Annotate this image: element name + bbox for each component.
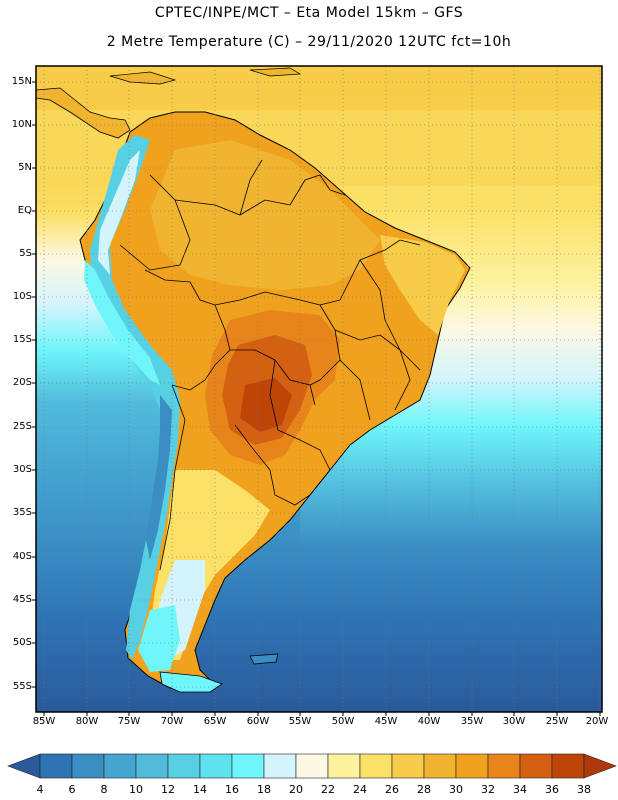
lat-label: 55S: [12, 681, 32, 692]
lon-label: 70W: [160, 716, 184, 727]
lon-label: 40W: [417, 716, 441, 727]
colorbar-label: 16: [225, 783, 239, 796]
model-title: CPTEC/INPE/MCT – Eta Model 15km – GFS: [154, 5, 464, 21]
colorbar-swatch: [455, 753, 489, 779]
tierra-del-fuego: [159, 671, 223, 693]
lon-label: 65W: [203, 716, 227, 727]
lon-label: 85W: [32, 716, 56, 727]
colorbar-label: 30: [449, 783, 463, 796]
colorbar-label: 22: [321, 783, 335, 796]
lat-label: 45S: [12, 594, 32, 605]
lat-label: 10S: [12, 291, 32, 302]
lon-label: 50W: [331, 716, 355, 727]
colorbar-swatch: [487, 753, 521, 779]
lat-label: 15S: [12, 334, 32, 345]
lat-label: 15N: [11, 76, 32, 87]
colorbar-label: 20: [289, 783, 303, 796]
lat-label: 5S: [19, 248, 32, 259]
lon-label: 35W: [460, 716, 484, 727]
axis-ticks: [32, 81, 601, 716]
colorbar-swatch: [231, 753, 265, 779]
colorbar-swatch: [551, 753, 585, 779]
lon-label: 30W: [502, 716, 526, 727]
lat-label: 40S: [12, 551, 32, 562]
colorbar-swatch: [359, 753, 393, 779]
lon-label: 60W: [246, 716, 270, 727]
colorbar-swatch: [327, 753, 361, 779]
colorbar-label: 34: [513, 783, 527, 796]
lat-label: 35S: [12, 507, 32, 518]
colorbar-label: 18: [257, 783, 271, 796]
colorbar-label: 12: [161, 783, 175, 796]
colorbar-swatch: [135, 753, 169, 779]
lon-label: 80W: [75, 716, 99, 727]
lon-label: 75W: [117, 716, 141, 727]
lon-label: 55W: [288, 716, 312, 727]
lon-label: 20W: [585, 716, 609, 727]
country-borders: [119, 159, 421, 571]
colorbar-label: 32: [481, 783, 495, 796]
lon-label: 45W: [374, 716, 398, 727]
colorbar-label: 24: [353, 783, 367, 796]
colorbar-swatch: [263, 753, 297, 779]
lat-label: 20S: [12, 377, 32, 388]
colorbar-high-arrow: [583, 753, 617, 779]
colorbar-label: 4: [36, 783, 44, 796]
colorbar-label: 8: [100, 783, 108, 796]
colorbar-label: 26: [385, 783, 399, 796]
chart-subtitle: 2 Metre Temperature (C) – 29/11/2020 12U…: [106, 34, 512, 50]
colorbar-swatch: [519, 753, 553, 779]
colorbar-label: 38: [577, 783, 591, 796]
colorbar-swatch: [423, 753, 457, 779]
colorbar-swatch: [167, 753, 201, 779]
lat-label: 10N: [11, 119, 32, 130]
amazon-basin-field: [150, 140, 380, 290]
colorbar-label: 10: [129, 783, 143, 796]
colorbar-swatch: [391, 753, 425, 779]
colorbar-swatch: [39, 753, 73, 779]
lat-label: 50S: [12, 637, 32, 648]
caribbean-islands: [109, 71, 177, 85]
temperature-colorbar: [7, 753, 617, 779]
colorbar-label: 36: [545, 783, 559, 796]
colorbar-swatch: [199, 753, 233, 779]
temperature-map: [32, 65, 603, 716]
lat-label: 5N: [18, 162, 32, 173]
colorbar-swatch: [71, 753, 105, 779]
map-frame: [35, 65, 603, 713]
colorbar-label: 14: [193, 783, 207, 796]
lat-label: 30S: [12, 464, 32, 475]
lat-label: 25S: [12, 421, 32, 432]
colorbar-label: 6: [68, 783, 76, 796]
falkland-islands: [249, 653, 279, 665]
lat-label: EQ: [17, 205, 32, 216]
colorbar-swatch: [103, 753, 137, 779]
colorbar-low-arrow: [7, 753, 41, 779]
colorbar-label: 28: [417, 783, 431, 796]
colorbar-swatch: [295, 753, 329, 779]
central-america-landmass: [36, 87, 131, 139]
lon-label: 25W: [545, 716, 569, 727]
